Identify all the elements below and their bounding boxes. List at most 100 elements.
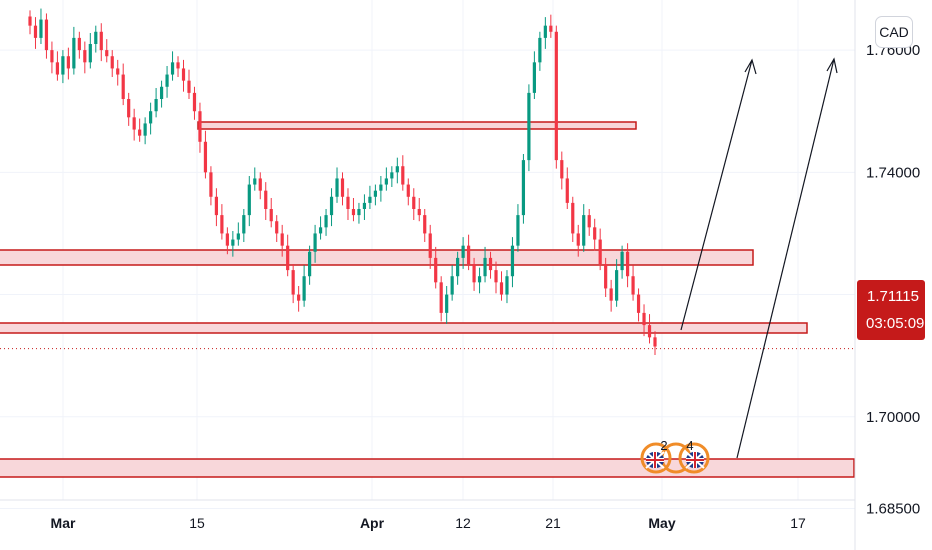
candle-body <box>379 184 383 191</box>
candle-body <box>329 196 334 216</box>
candle-body <box>412 196 416 209</box>
candle-body <box>83 50 87 63</box>
candle-body <box>445 294 449 313</box>
candle-body <box>598 239 602 264</box>
candle-body <box>472 264 476 283</box>
x-tick-label: May <box>648 515 675 531</box>
candle-body <box>346 196 350 209</box>
candle-body <box>214 196 219 216</box>
support-zone-middle[interactable] <box>0 322 808 334</box>
candle-body <box>543 25 547 38</box>
candle-body <box>565 178 569 203</box>
candle-body <box>510 245 515 277</box>
candle-body <box>615 270 619 301</box>
candle-body <box>318 227 323 234</box>
x-tick-label: 15 <box>189 515 205 531</box>
time-axis[interactable]: Mar 15 Apr 12 21 May 17 <box>0 499 855 531</box>
candle-body <box>357 209 361 216</box>
projection-arrow-1[interactable] <box>680 59 753 331</box>
candle-body <box>571 202 575 234</box>
candle-body <box>647 325 652 338</box>
candle-body <box>159 86 164 99</box>
support-zone-lower[interactable] <box>0 458 855 478</box>
candle-body <box>105 50 109 57</box>
support-zone-upper[interactable] <box>0 249 754 266</box>
candle-body <box>297 294 301 301</box>
events-badge[interactable]: 2 4 <box>640 438 710 474</box>
candle-body <box>149 111 153 124</box>
candle-body <box>477 276 482 283</box>
candle-body <box>61 56 65 75</box>
event-ring-3 <box>678 442 710 474</box>
candle-body <box>642 312 646 326</box>
candle-body <box>286 245 290 271</box>
last-price-tag: 1.71115 03:05:09 <box>857 280 925 340</box>
candle-body <box>203 141 208 173</box>
candle-body <box>549 25 553 32</box>
candle-body <box>373 190 377 197</box>
y-tick-label: 1.70000 <box>866 409 920 426</box>
candle-body <box>253 178 257 185</box>
candle-body <box>527 92 531 161</box>
candle-body <box>127 99 131 118</box>
candle-body <box>181 68 186 81</box>
x-tick-label: Mar <box>51 515 76 531</box>
candle-body <box>483 257 487 277</box>
currency-button[interactable]: CAD <box>875 16 913 48</box>
candle-body <box>33 25 38 38</box>
candle-body <box>488 257 493 271</box>
candle-body <box>176 62 180 69</box>
candle-body <box>620 251 624 271</box>
candle-body <box>593 227 597 240</box>
candle-body <box>165 74 169 87</box>
support-resistance-zones[interactable] <box>0 121 855 478</box>
candle-body <box>116 68 120 75</box>
candle-body <box>494 270 498 283</box>
candle-body <box>428 233 432 258</box>
candle-body <box>604 264 608 289</box>
event-count-1: 2 <box>660 438 667 453</box>
candle-body <box>275 221 279 234</box>
candle-body <box>587 215 591 228</box>
candles <box>28 8 657 356</box>
candle-body <box>132 117 136 130</box>
candle-body <box>423 215 427 234</box>
candle-body <box>143 123 147 136</box>
candle-body <box>110 56 114 69</box>
candle-body <box>242 215 246 234</box>
candle-body <box>456 257 460 277</box>
last-price-tag-bg <box>857 280 925 340</box>
projection-arrows[interactable] <box>680 57 838 459</box>
candle-body <box>532 62 536 93</box>
projection-arrow-2[interactable] <box>736 58 835 459</box>
candle-body <box>121 74 125 99</box>
candle-body <box>88 44 92 63</box>
candle-body <box>461 245 465 258</box>
projection-arrow-2-head <box>826 57 838 74</box>
candle-body <box>50 50 54 63</box>
candle-body <box>576 233 580 246</box>
resistance-zone[interactable] <box>197 121 637 130</box>
candle-body <box>406 184 410 197</box>
projection-arrow-1-head <box>744 58 757 75</box>
candle-body <box>138 129 142 136</box>
candle-body <box>340 178 345 197</box>
candle-body <box>55 62 60 75</box>
candle-body <box>521 160 526 216</box>
candle-body <box>39 19 43 38</box>
candle-body <box>466 245 471 264</box>
candle-body <box>209 172 213 197</box>
candle-body <box>72 37 76 69</box>
candle-body <box>302 276 306 301</box>
candle-body <box>324 215 328 228</box>
candle-body <box>434 257 438 283</box>
x-tick-label: 12 <box>455 515 471 531</box>
candle-body <box>170 62 175 75</box>
candle-body <box>94 31 98 44</box>
candle-body <box>362 202 367 209</box>
candle-body <box>538 37 542 63</box>
candle-body <box>384 178 388 185</box>
y-tick-label: 1.74000 <box>866 164 920 181</box>
